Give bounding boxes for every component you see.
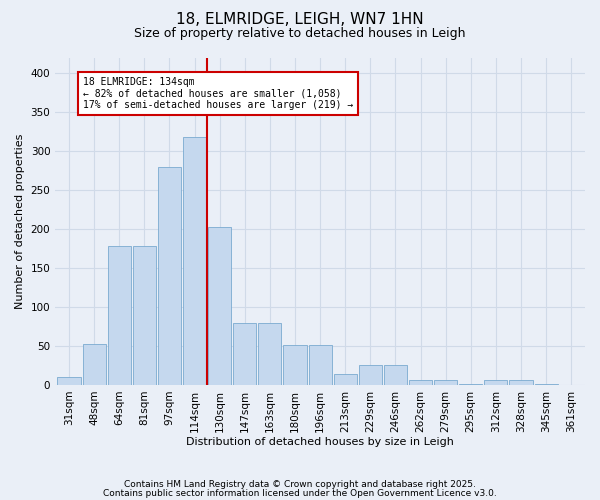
Y-axis label: Number of detached properties: Number of detached properties [15, 134, 25, 309]
Bar [409, 380, 432, 385]
Bar [233, 322, 256, 385]
Bar [459, 384, 482, 385]
Bar [83, 344, 106, 385]
Bar [133, 246, 156, 385]
Bar [535, 384, 557, 385]
Bar [334, 374, 357, 385]
Bar [384, 366, 407, 385]
Bar [58, 377, 80, 385]
Bar [484, 380, 508, 385]
Bar [107, 246, 131, 385]
Text: 18, ELMRIDGE, LEIGH, WN7 1HN: 18, ELMRIDGE, LEIGH, WN7 1HN [176, 12, 424, 28]
Bar [359, 366, 382, 385]
Bar [283, 345, 307, 385]
Bar [509, 380, 533, 385]
Bar [259, 322, 281, 385]
Text: Contains public sector information licensed under the Open Government Licence v3: Contains public sector information licen… [103, 489, 497, 498]
Text: Size of property relative to detached houses in Leigh: Size of property relative to detached ho… [134, 28, 466, 40]
Bar [208, 226, 231, 385]
Bar [158, 166, 181, 385]
Bar [434, 380, 457, 385]
Bar [183, 137, 206, 385]
Bar [308, 345, 332, 385]
Text: 18 ELMRIDGE: 134sqm
← 82% of detached houses are smaller (1,058)
17% of semi-det: 18 ELMRIDGE: 134sqm ← 82% of detached ho… [83, 77, 353, 110]
Text: Contains HM Land Registry data © Crown copyright and database right 2025.: Contains HM Land Registry data © Crown c… [124, 480, 476, 489]
X-axis label: Distribution of detached houses by size in Leigh: Distribution of detached houses by size … [186, 438, 454, 448]
